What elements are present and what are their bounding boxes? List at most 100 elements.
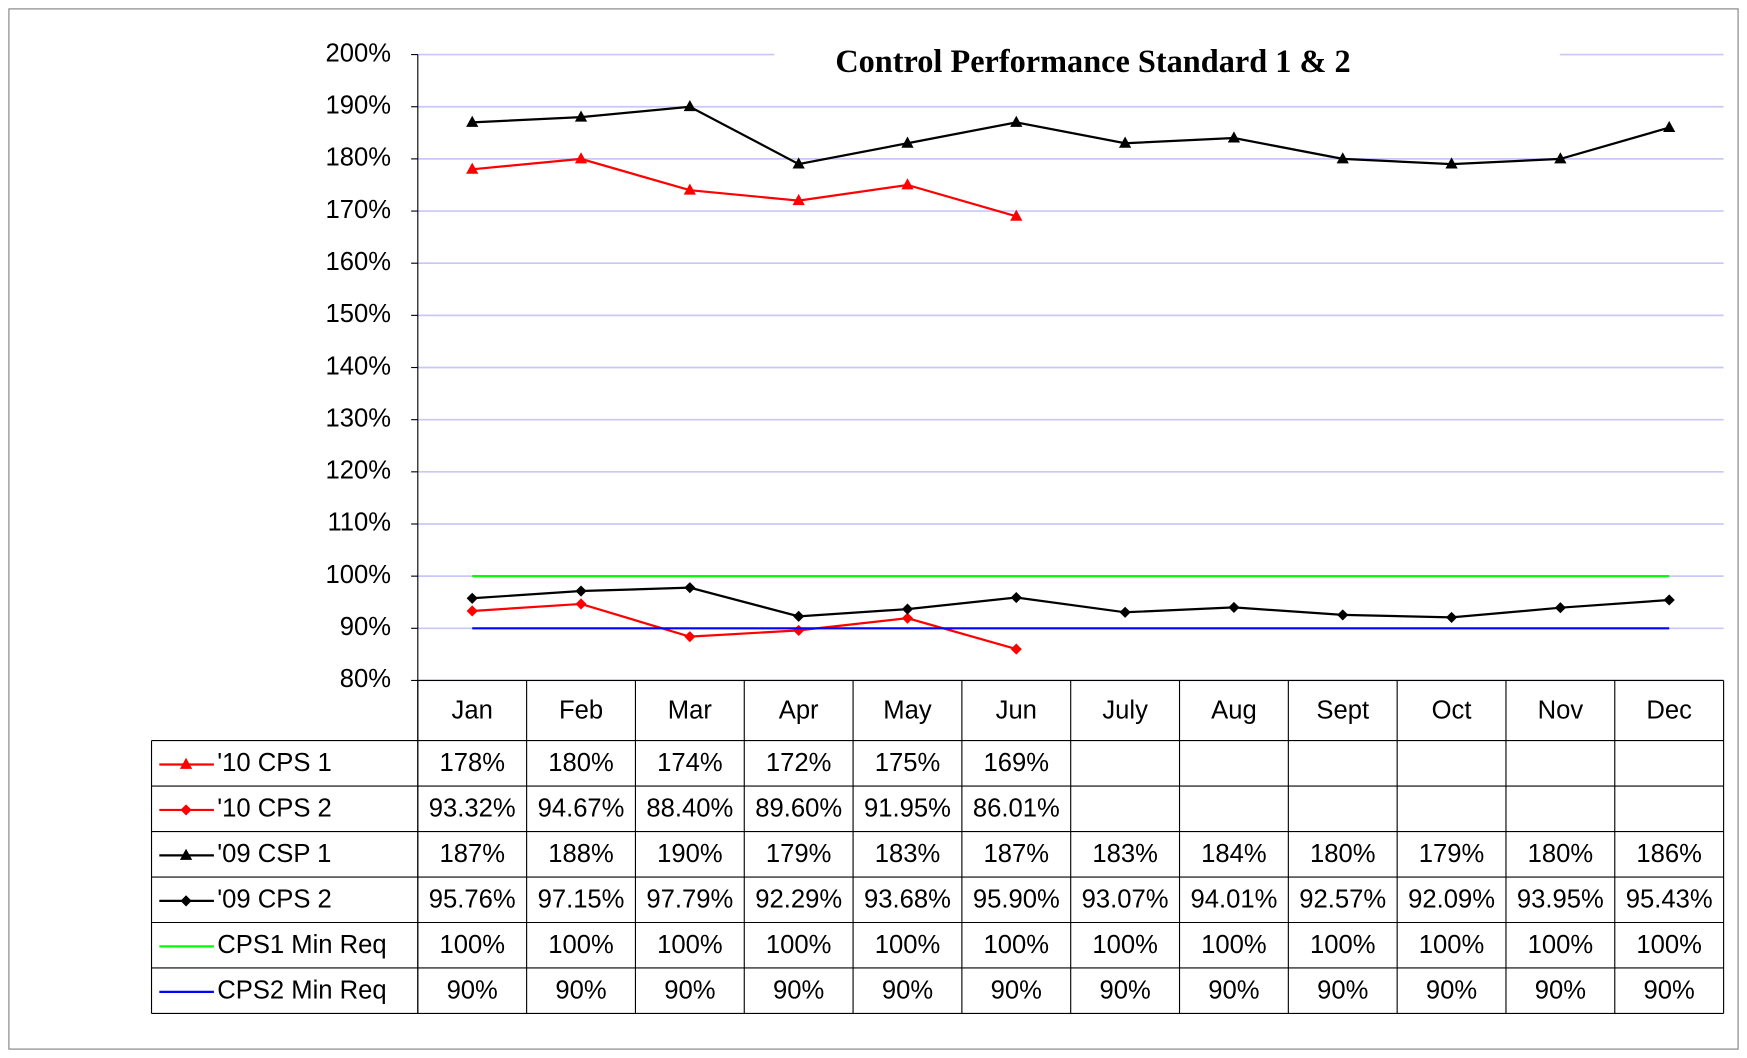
x-tick-label: Nov — [1538, 696, 1584, 724]
data-label: 92.29% — [755, 886, 842, 914]
data-point — [466, 115, 479, 127]
data-point — [901, 178, 914, 190]
y-tick-label: 140% — [326, 352, 392, 380]
data-label: 178% — [439, 749, 505, 777]
legend-label: '10 CPS 1 — [217, 749, 332, 777]
data-label: 172% — [766, 749, 832, 777]
legend-marker — [179, 757, 193, 769]
title-background — [774, 40, 1560, 87]
data-point — [575, 585, 587, 597]
data-point — [1118, 136, 1132, 148]
data-label: 187% — [439, 840, 505, 868]
data-label: 100% — [984, 931, 1050, 959]
data-label: 94.67% — [538, 795, 625, 823]
data-point — [1010, 209, 1023, 221]
data-label: 180% — [1528, 840, 1594, 868]
data-point — [1228, 601, 1240, 613]
y-tick-label: 170% — [326, 196, 392, 224]
data-label: 180% — [548, 749, 614, 777]
y-tick-label: 180% — [326, 144, 392, 172]
series-line — [472, 105, 1670, 166]
data-label: 100% — [1201, 931, 1267, 959]
series-line — [472, 157, 1017, 218]
data-point — [901, 612, 914, 624]
data-label: 180% — [1310, 840, 1376, 868]
x-tick-label: May — [883, 696, 932, 724]
data-point — [1010, 643, 1022, 655]
data-label: 175% — [875, 749, 941, 777]
legend-label: CPS1 Min Req — [217, 931, 386, 959]
data-label: 91.95% — [864, 795, 951, 823]
data-label: 90% — [882, 977, 933, 1005]
data-label: 90% — [991, 977, 1042, 1005]
data-label: 90% — [555, 977, 606, 1005]
data-label: 93.32% — [429, 795, 516, 823]
data-label: 86.01% — [973, 795, 1060, 823]
y-tick-label: 90% — [340, 613, 391, 641]
data-point — [1227, 131, 1241, 143]
data-point — [466, 605, 478, 617]
data-label: 94.01% — [1190, 886, 1277, 914]
x-tick-label: Mar — [668, 696, 713, 724]
x-tick-label: Jun — [996, 696, 1037, 724]
data-point — [1663, 120, 1676, 133]
data-label: 97.79% — [646, 886, 733, 914]
data-label: 100% — [1092, 931, 1158, 959]
data-label: 188% — [548, 840, 614, 868]
data-label: 89.60% — [755, 795, 842, 823]
y-tick-label: 160% — [326, 248, 392, 276]
data-label: 100% — [439, 931, 505, 959]
x-tick-label: Apr — [779, 696, 819, 724]
data-label: 100% — [1636, 931, 1702, 959]
data-label: 90% — [664, 977, 715, 1005]
data-label: 179% — [766, 840, 832, 868]
data-label: 186% — [1636, 840, 1702, 868]
data-point — [466, 592, 478, 604]
chart-frame — [8, 8, 1739, 1050]
x-tick-label: Dec — [1646, 696, 1692, 724]
series-line — [472, 602, 1017, 651]
data-point — [1445, 611, 1458, 623]
data-label: 95.90% — [973, 886, 1060, 914]
x-tick-label: Oct — [1432, 696, 1472, 724]
data-label: 100% — [548, 931, 614, 959]
data-point — [684, 631, 696, 643]
legend-label: '09 CSP 1 — [217, 840, 331, 868]
data-point — [1119, 606, 1131, 618]
data-point — [1010, 591, 1022, 604]
x-tick-label: Feb — [559, 696, 603, 724]
y-tick-label: 120% — [326, 457, 392, 485]
data-label: 90% — [447, 977, 498, 1005]
y-tick-label: 110% — [327, 509, 391, 537]
chart-title: Control Performance Standard 1 & 2 — [835, 43, 1350, 79]
data-point — [575, 598, 587, 610]
data-point — [574, 152, 588, 164]
x-tick-label: July — [1102, 696, 1148, 724]
data-point — [1554, 152, 1567, 164]
data-label: 184% — [1201, 840, 1267, 868]
data-point — [1010, 115, 1023, 127]
data-label: 90% — [1208, 977, 1259, 1005]
data-label: 97.15% — [538, 886, 625, 914]
y-tick-label: 200% — [326, 39, 392, 67]
data-point — [683, 183, 696, 195]
data-point — [574, 110, 588, 122]
data-point — [1336, 152, 1349, 164]
data-point — [466, 162, 479, 174]
data-point — [1445, 157, 1458, 169]
legend-label: CPS2 Min Req — [217, 977, 386, 1005]
data-point — [901, 136, 914, 148]
data-label: 90% — [1426, 977, 1477, 1005]
data-label: 95.76% — [429, 886, 516, 914]
data-label: 190% — [657, 840, 723, 868]
y-tick-label: 150% — [326, 300, 392, 328]
data-label: 179% — [1419, 840, 1485, 868]
data-label: 100% — [1419, 931, 1485, 959]
data-label: 100% — [875, 931, 941, 959]
y-tick-label: 80% — [340, 665, 391, 693]
data-label: 100% — [657, 931, 723, 959]
data-label: 93.07% — [1082, 886, 1169, 914]
data-label: 90% — [773, 977, 824, 1005]
data-label: 90% — [1644, 977, 1695, 1005]
data-label: 92.57% — [1299, 886, 1386, 914]
